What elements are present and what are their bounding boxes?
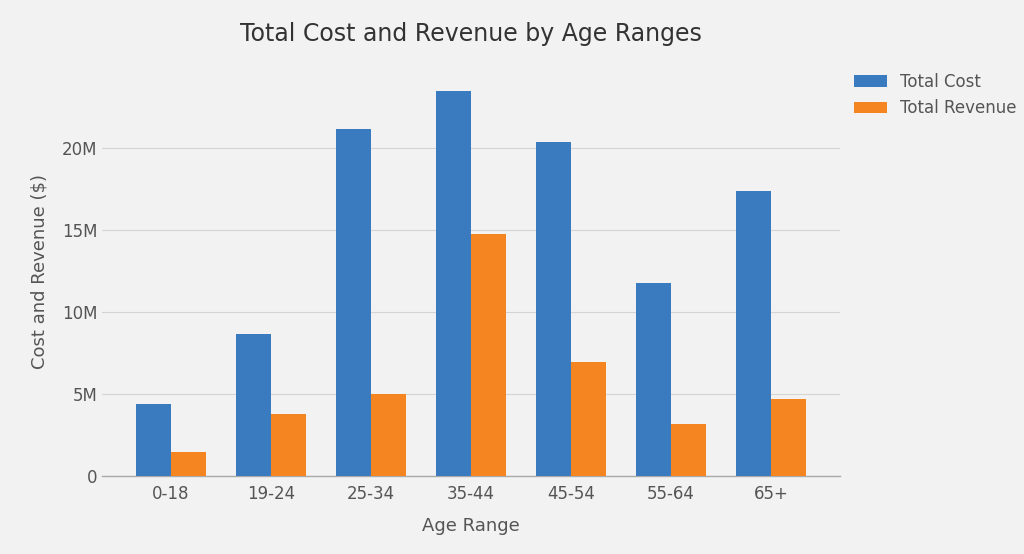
Bar: [371, 394, 406, 476]
Bar: [436, 91, 471, 476]
Y-axis label: Cost and Revenue ($): Cost and Revenue ($): [30, 174, 48, 369]
Bar: [636, 283, 671, 476]
Legend: Total Cost, Total Revenue: Total Cost, Total Revenue: [847, 66, 1024, 124]
Bar: [136, 404, 171, 476]
Bar: [271, 414, 306, 476]
Bar: [537, 142, 571, 476]
Bar: [471, 234, 506, 476]
Bar: [571, 362, 606, 476]
Bar: [736, 191, 771, 476]
Bar: [336, 129, 371, 476]
Bar: [171, 452, 206, 476]
Title: Total Cost and Revenue by Age Ranges: Total Cost and Revenue by Age Ranges: [240, 23, 702, 47]
X-axis label: Age Range: Age Range: [422, 517, 520, 535]
Bar: [236, 334, 271, 476]
Bar: [671, 424, 707, 476]
Bar: [771, 399, 806, 476]
